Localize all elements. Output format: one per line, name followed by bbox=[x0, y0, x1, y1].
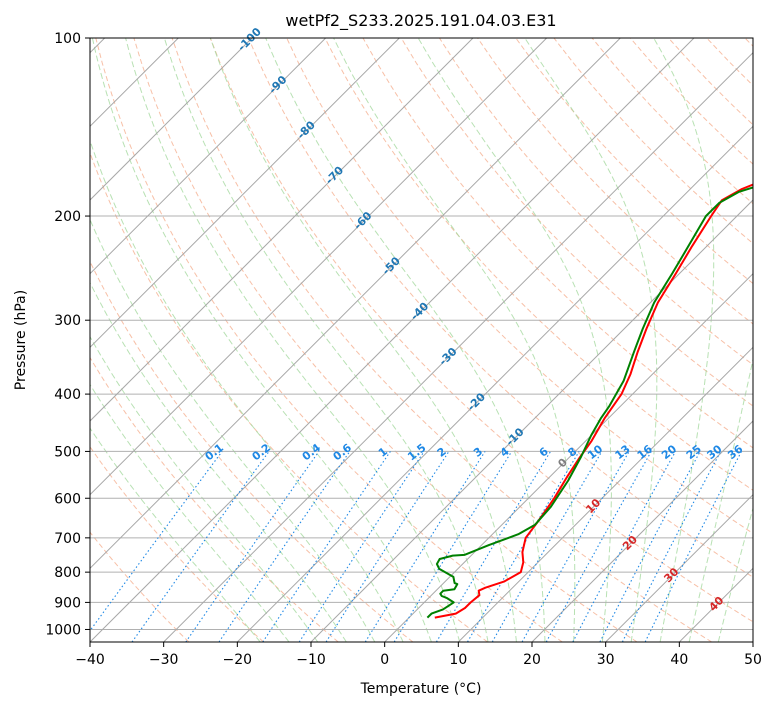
mixing-ratio-line bbox=[621, 451, 722, 642]
mixing-ratio-line bbox=[218, 451, 351, 642]
x-tick-label: 50 bbox=[744, 652, 762, 668]
isotherm-line bbox=[90, 38, 621, 570]
y-axis-title: Pressure (hPa) bbox=[13, 290, 29, 390]
temperature-profile-line bbox=[434, 183, 753, 619]
y-tick-label: 100 bbox=[54, 31, 81, 47]
dry-adiabat bbox=[90, 356, 339, 642]
mixing-ratio-line bbox=[572, 451, 676, 642]
chart-title: wetPf2_S233.2025.191.04.03.E31 bbox=[285, 11, 556, 31]
moist-adiabat bbox=[90, 335, 319, 642]
isotherm-line bbox=[605, 493, 753, 642]
dry-adiabat bbox=[515, 38, 753, 285]
x-tick-label: 0 bbox=[380, 652, 389, 668]
y-tick-label: 400 bbox=[54, 387, 81, 403]
isotherm-line bbox=[90, 38, 327, 275]
isotherm-line bbox=[90, 38, 253, 201]
x-tick-label: 20 bbox=[523, 652, 541, 668]
x-tick-label: −40 bbox=[75, 652, 105, 668]
mixing-ratio-line bbox=[545, 451, 652, 642]
moist-adiabat bbox=[688, 356, 753, 642]
plot-frame bbox=[89, 37, 754, 643]
x-tick-label: 40 bbox=[670, 652, 688, 668]
moist-adiabat bbox=[90, 218, 376, 642]
mixing-ratio-line bbox=[131, 451, 270, 642]
dry-adiabat bbox=[438, 38, 753, 366]
mixing-ratio-line bbox=[644, 451, 742, 642]
dry-adiabat bbox=[90, 445, 264, 642]
isotherm-line bbox=[90, 38, 474, 422]
y-tick-label: 700 bbox=[54, 531, 81, 547]
profile-lines bbox=[426, 183, 753, 619]
dewpoint-profile-line bbox=[426, 186, 753, 619]
y-tick-label: 900 bbox=[54, 595, 81, 611]
moist-adiabat bbox=[90, 139, 404, 642]
dry-adiabat bbox=[400, 38, 753, 407]
isotherm-line bbox=[90, 38, 400, 349]
mixing-ratio-line bbox=[90, 451, 223, 632]
isotherm-line bbox=[163, 51, 753, 642]
mixing-ratio-line bbox=[393, 451, 513, 642]
y-tick-label: 200 bbox=[54, 209, 81, 225]
isotherm-line bbox=[90, 38, 548, 496]
y-tick-label: 800 bbox=[54, 565, 81, 581]
isotherm-line bbox=[457, 346, 753, 642]
mixing-ratio-line bbox=[185, 451, 320, 642]
mixing-ratio-line bbox=[298, 451, 425, 642]
axes: −40 −30 −20 −10 0 10 20 30 40 50 100 200 300 400 500 60… bbox=[45, 31, 762, 668]
isotherm-line bbox=[531, 420, 753, 642]
moist-adiabat bbox=[90, 383, 290, 642]
dry-adiabat bbox=[90, 151, 488, 642]
moist-adiabat bbox=[653, 38, 715, 642]
moist-adiabat bbox=[417, 38, 612, 642]
isotherm-line bbox=[310, 199, 753, 642]
y-tick-label: 300 bbox=[54, 313, 81, 329]
x-tick-label: 30 bbox=[597, 652, 615, 668]
moist-adiabat bbox=[163, 38, 489, 642]
x-tick-label: −20 bbox=[223, 652, 253, 668]
dry-adiabat bbox=[171, 38, 712, 642]
moist-adiabat bbox=[333, 38, 576, 642]
moist-adiabat bbox=[90, 281, 347, 642]
isotherm-line bbox=[236, 125, 753, 642]
moist-adiabat bbox=[524, 38, 658, 642]
x-tick-label: 10 bbox=[449, 652, 467, 668]
dry-adiabat bbox=[133, 38, 638, 642]
x-tick-label: −10 bbox=[296, 652, 326, 668]
dry-adiabat bbox=[248, 38, 753, 578]
mixing-ratio-line bbox=[262, 451, 391, 642]
mixing-ratio-line bbox=[521, 451, 630, 642]
x-axis-title: Temperature (°C) bbox=[360, 681, 482, 697]
dry-adiabat bbox=[90, 531, 190, 642]
moist-adiabat bbox=[90, 427, 261, 642]
mixing-ratio-line bbox=[325, 451, 450, 642]
moist-adiabat bbox=[209, 38, 517, 642]
moist-adiabat bbox=[265, 38, 546, 642]
y-tick-label: 500 bbox=[54, 444, 81, 460]
moist-adiabat bbox=[91, 38, 432, 642]
isotherm-line bbox=[90, 38, 695, 642]
dry-adiabat bbox=[324, 38, 753, 491]
moist-adiabat bbox=[125, 38, 461, 642]
x-tick-label: −30 bbox=[149, 652, 179, 668]
y-tick-label: 600 bbox=[54, 491, 81, 507]
dry-adiabat bbox=[95, 38, 563, 642]
y-tick-label: 1000 bbox=[45, 622, 81, 638]
isotherm-line bbox=[384, 272, 753, 642]
